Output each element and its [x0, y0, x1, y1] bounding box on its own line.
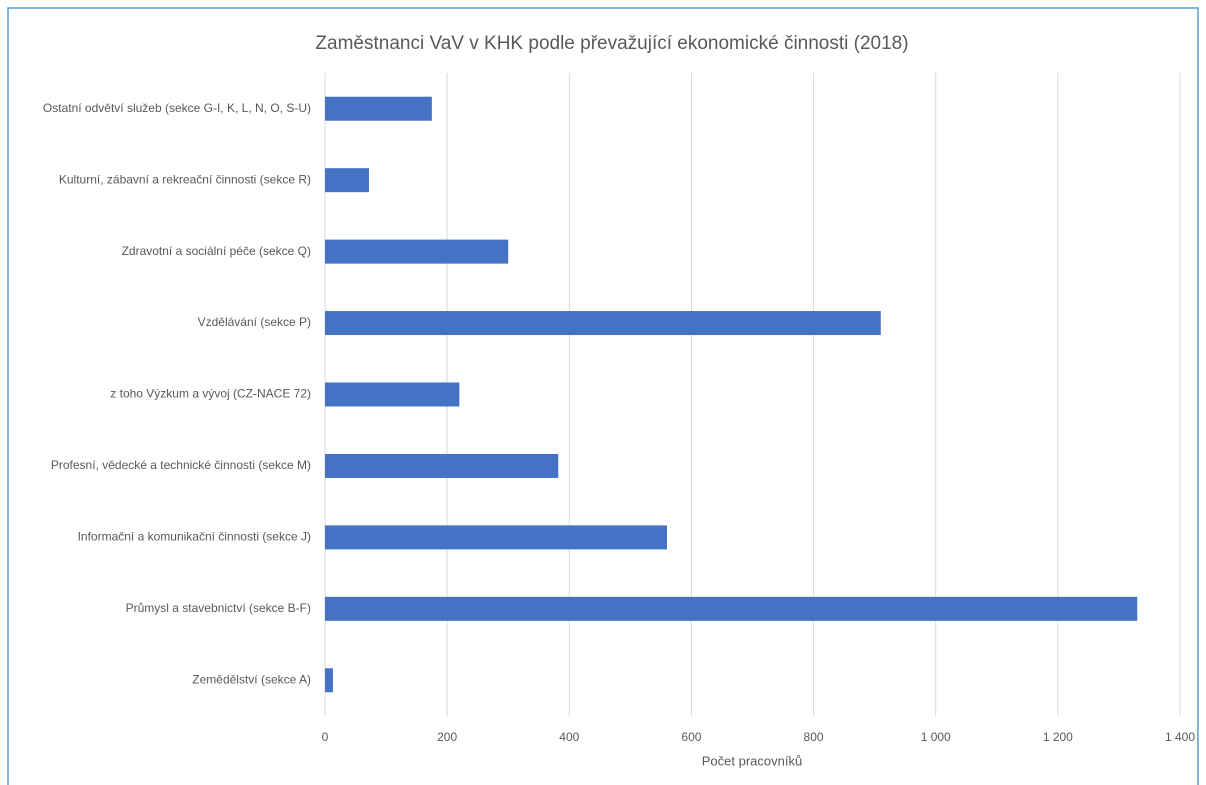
- y-tick-label: Ostatní odvětví služeb (sekce G-I, K, L,…: [43, 101, 311, 115]
- y-tick-label: Zemědělství (sekce A): [192, 672, 311, 686]
- y-tick-label: Informační a komunikační činnosti (sekce…: [78, 530, 311, 544]
- x-axis-label: Počet pracovníků: [702, 753, 802, 768]
- bar: [325, 668, 333, 693]
- chart-frame: [7, 7, 1199, 785]
- x-tick-label: 1 400: [1165, 730, 1195, 744]
- bar: [325, 96, 432, 121]
- x-tick-label: 400: [559, 730, 579, 744]
- bar: [325, 382, 460, 407]
- x-tick-label: 0: [322, 730, 329, 744]
- y-tick-label: Průmysl a stavebnictví (sekce B-F): [126, 601, 311, 615]
- x-tick-label: 600: [681, 730, 701, 744]
- bar: [325, 168, 369, 193]
- y-tick-label: Profesní, vědecké a technické činnosti (…: [51, 458, 311, 472]
- bar: [325, 311, 881, 336]
- x-tick-label: 1 000: [921, 730, 951, 744]
- x-tick-label: 200: [437, 730, 457, 744]
- x-tick-label: 800: [804, 730, 824, 744]
- chart-title: Zaměstnanci VaV v KHK podle převažující …: [315, 33, 908, 54]
- y-tick-label: Vzdělávání (sekce P): [198, 315, 311, 329]
- bar: [325, 525, 667, 550]
- y-tick-label: z toho Výzkum a vývoj (CZ-NACE 72): [110, 387, 311, 401]
- y-tick-label: Zdravotní a sociální péče (sekce Q): [122, 244, 311, 258]
- bar: [325, 239, 509, 264]
- bar: [325, 596, 1138, 621]
- x-tick-label: 1 200: [1043, 730, 1073, 744]
- bar: [325, 453, 559, 478]
- y-tick-label: Kulturní, zábavní a rekreační činnosti (…: [59, 172, 311, 186]
